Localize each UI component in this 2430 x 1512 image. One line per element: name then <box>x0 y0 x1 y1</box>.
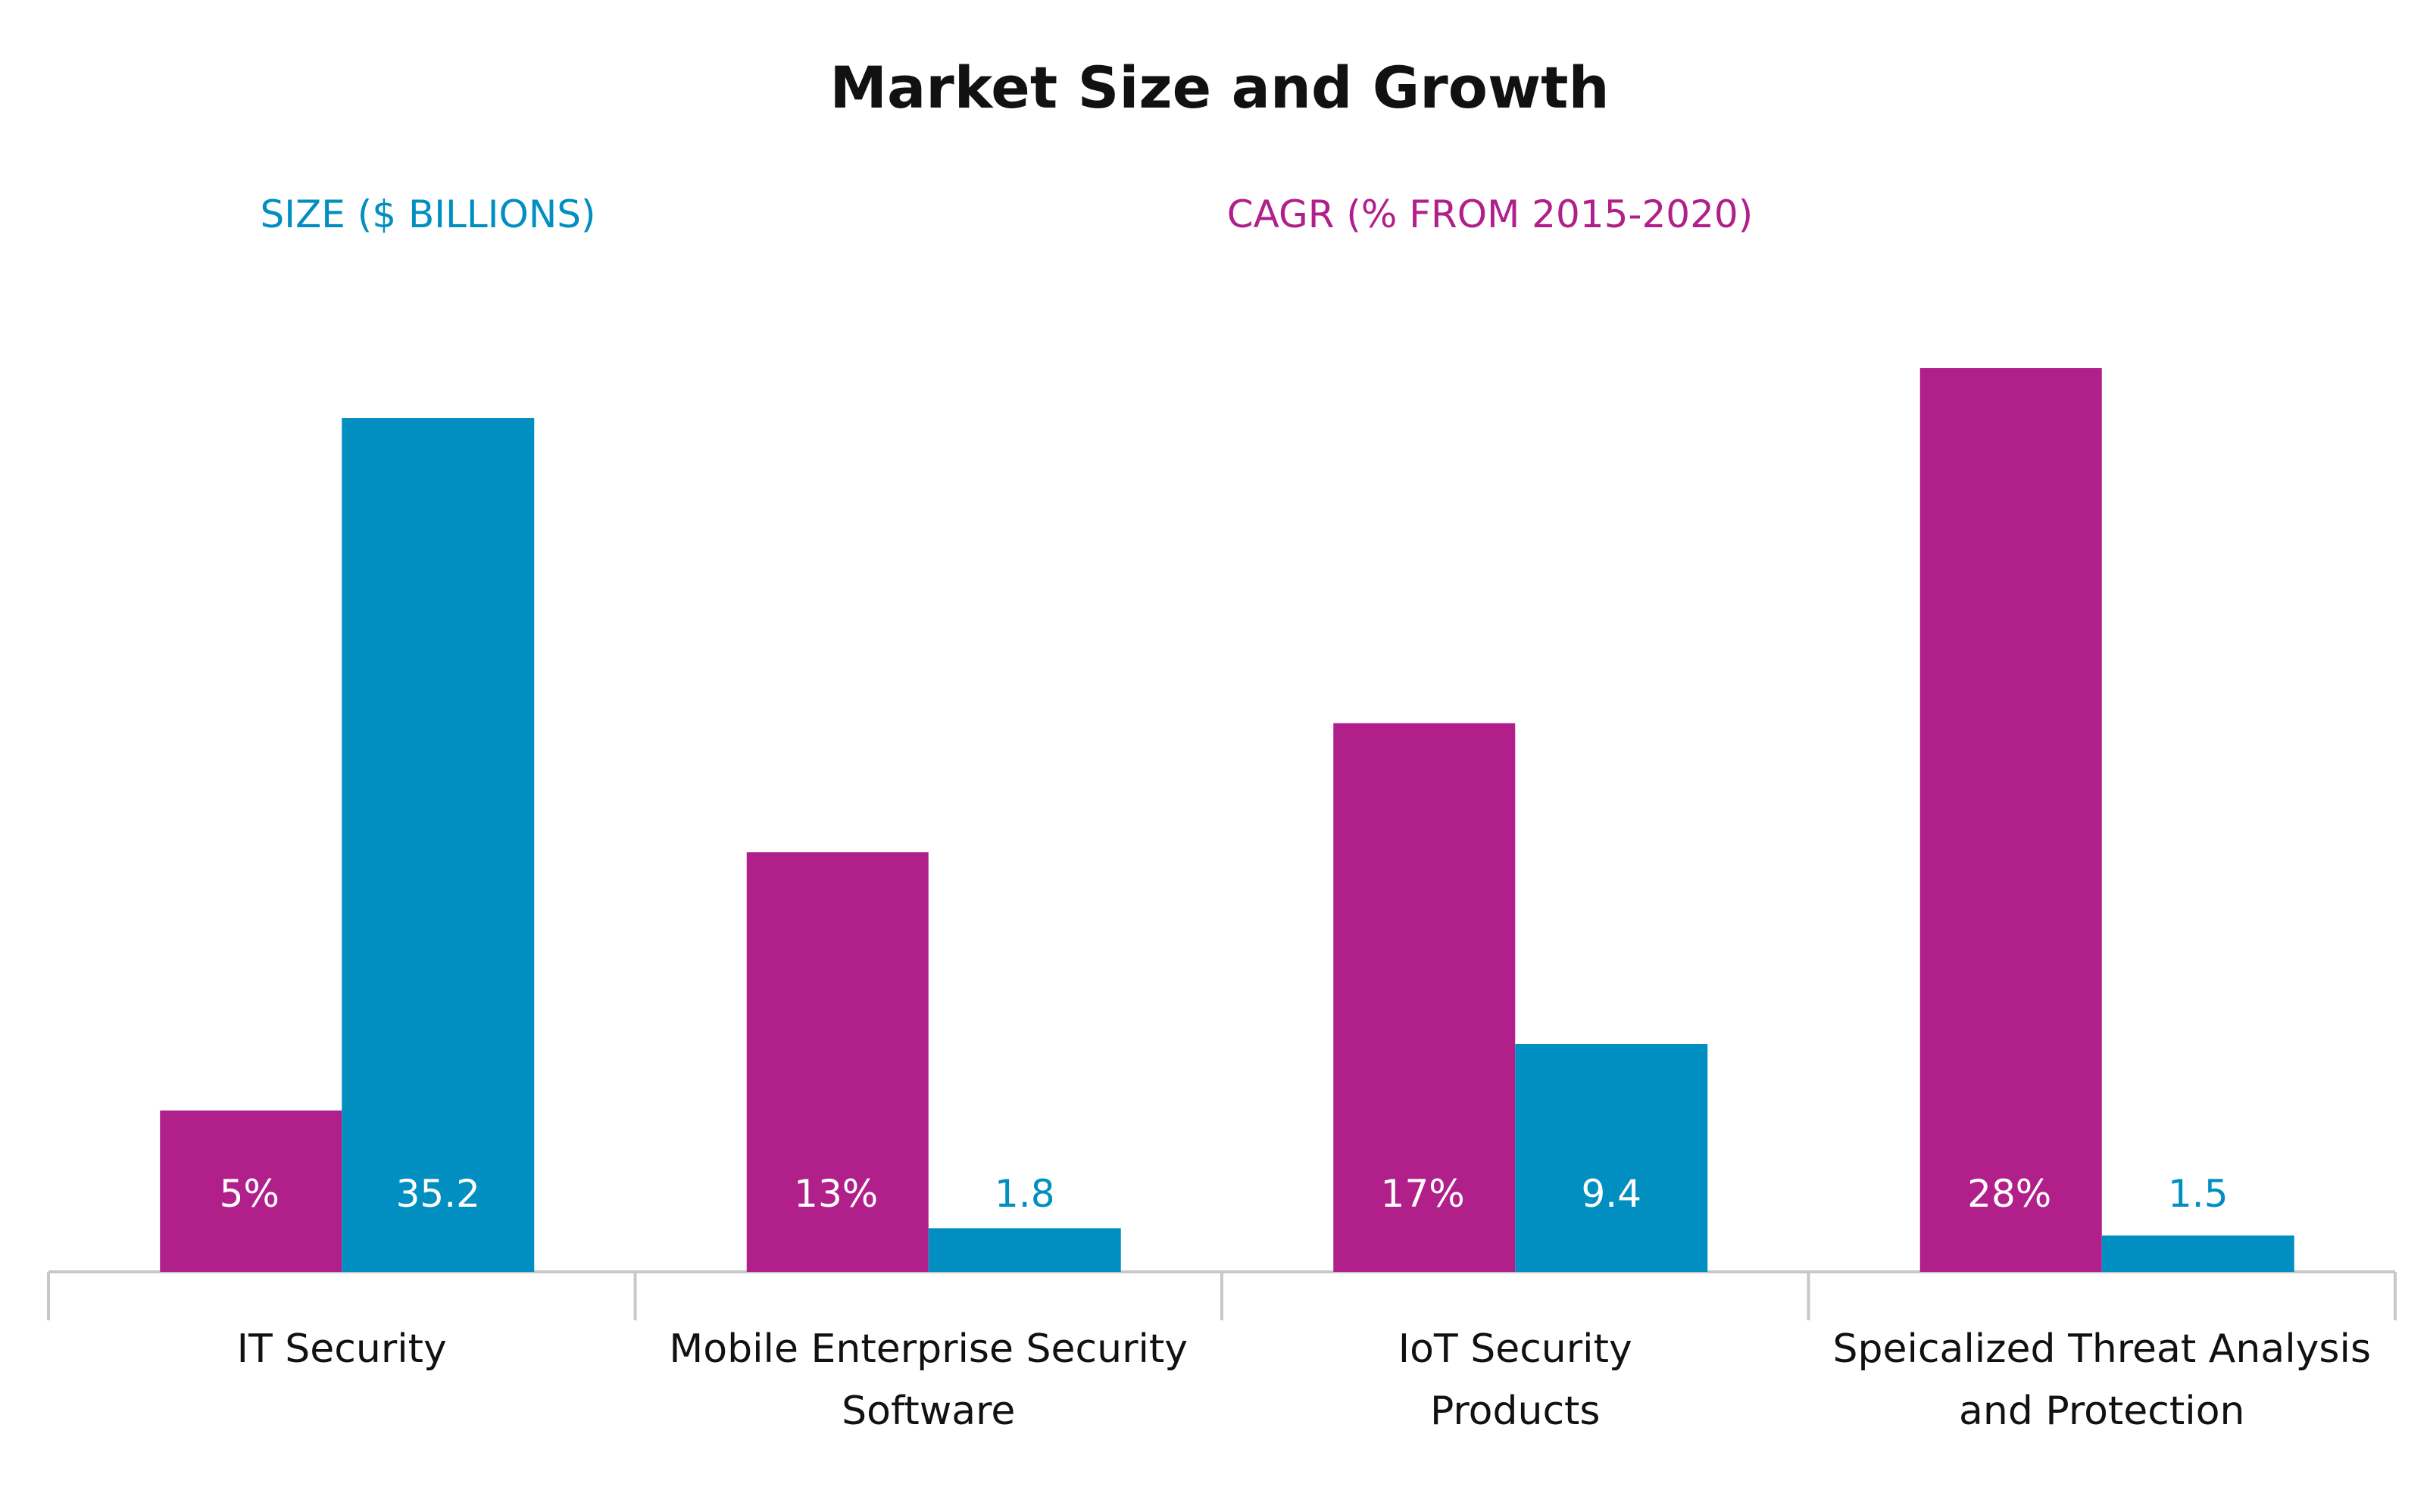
category-label: Products <box>1430 1389 1601 1434</box>
category-label: Mobile Enterprise Security <box>669 1326 1188 1372</box>
category-labels: IT Security Mobile Enterprise Security Sof… <box>237 1326 2371 1434</box>
category-label: and Protection <box>1959 1389 2244 1434</box>
data-label-size: 1.5 <box>2168 1172 2229 1216</box>
bar-cagr <box>1919 368 2102 1272</box>
bar-size <box>928 1228 1121 1272</box>
category-label: IT Security <box>237 1326 447 1372</box>
bar-size <box>1515 1044 1708 1272</box>
data-label-cagr: 5% <box>220 1172 280 1216</box>
bar-cagr <box>160 1110 342 1272</box>
data-label-cagr: 13% <box>794 1172 878 1216</box>
legend-cagr-label: CAGR (% FROM 2015-2020) <box>1227 192 1753 236</box>
bar-size <box>2101 1235 2294 1272</box>
data-labels: 5% 35.2 13% 1.8 17% 9.4 28% 1.5 <box>220 1172 2229 1216</box>
bar-cagr <box>1333 723 1516 1272</box>
category-label: Software <box>842 1389 1015 1434</box>
legend-size-label: SIZE ($ BILLIONS) <box>261 192 596 236</box>
data-label-size: 9.4 <box>1581 1172 1641 1216</box>
data-label-cagr: 28% <box>1967 1172 2051 1216</box>
bars <box>160 368 2294 1272</box>
data-label-size: 35.2 <box>396 1172 480 1216</box>
data-label-size: 1.8 <box>995 1172 1055 1216</box>
data-label-cagr: 17% <box>1381 1172 1465 1216</box>
bar-cagr <box>746 852 929 1272</box>
bar-size <box>342 418 535 1272</box>
x-axis <box>47 1270 2397 1320</box>
category-label: Speicalized Threat Analysis <box>1832 1326 2371 1372</box>
category-label: IoT Security <box>1398 1326 1632 1372</box>
chart-title: Market Size and Growth <box>829 54 1609 121</box>
